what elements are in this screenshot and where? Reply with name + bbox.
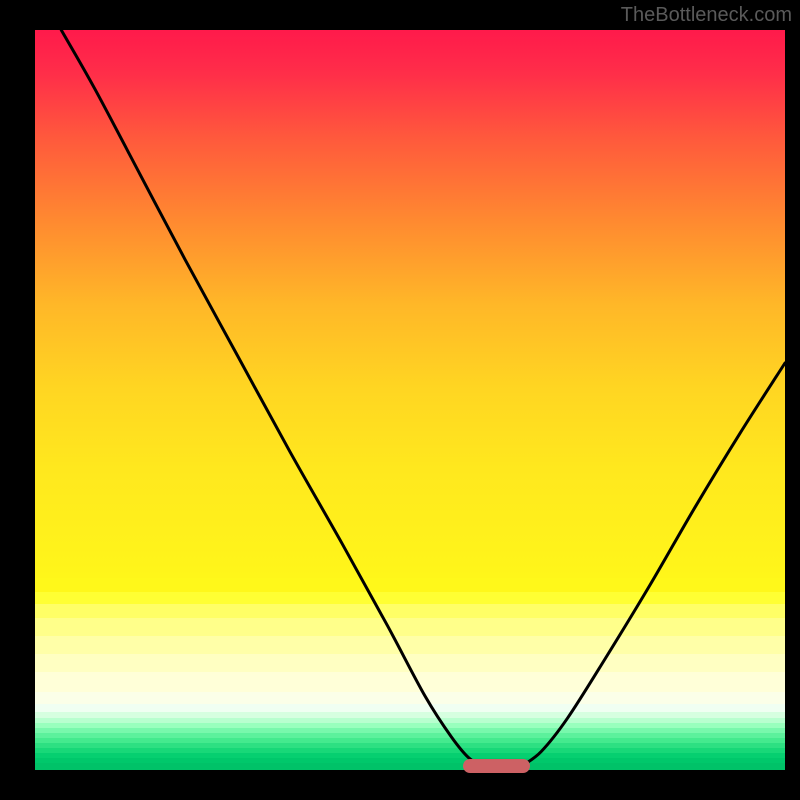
bottleneck-curve <box>0 0 800 800</box>
watermark-text: TheBottleneck.com <box>621 4 792 27</box>
optimal-marker <box>463 759 531 773</box>
curve-path <box>61 30 785 766</box>
